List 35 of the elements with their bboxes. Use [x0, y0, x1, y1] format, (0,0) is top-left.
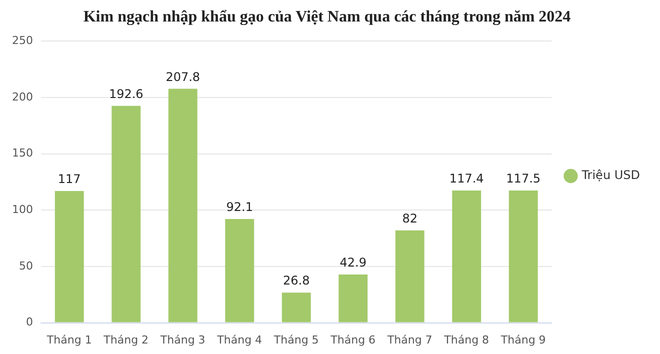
legend-label: Triệu USD: [580, 168, 640, 182]
data-label: 117.5: [506, 172, 541, 186]
x-tick-label: Tháng 8: [443, 333, 490, 346]
data-label: 42.9: [340, 256, 366, 270]
x-tick-label: Tháng 7: [386, 333, 432, 346]
data-label: 26.8: [283, 274, 310, 288]
y-tick-label: 200: [12, 90, 33, 104]
y-tick-label: 250: [12, 34, 33, 48]
bar: [395, 230, 424, 322]
x-tick-label: Tháng 4: [216, 333, 262, 346]
bar: [282, 292, 311, 322]
x-tick-label: Tháng 9: [500, 333, 546, 346]
bar: [112, 106, 141, 322]
data-label: 117: [58, 172, 81, 186]
x-tick-label: Tháng 3: [159, 333, 206, 346]
x-tick-label: Tháng 5: [272, 333, 319, 346]
data-label: 92.1: [226, 200, 253, 214]
x-tick-label: Tháng 1: [46, 333, 92, 346]
data-label: 82: [402, 212, 418, 226]
data-label: 207.8: [166, 70, 200, 84]
data-label: 192.6: [108, 86, 144, 101]
bar: [338, 274, 368, 322]
x-tick-label: Tháng 2: [102, 333, 149, 346]
bar: [508, 190, 538, 322]
bar: [225, 219, 254, 322]
bar: [54, 191, 84, 322]
y-tick-label: 100: [12, 203, 33, 216]
chart-title: Kim ngạch nhập khẩu gạo của Việt Nam qua các tháng trong năm 2024: [83, 8, 571, 26]
bar: [452, 190, 482, 322]
bar: [168, 88, 198, 322]
x-tick-label: Tháng 6: [330, 333, 376, 346]
data-label: 117.4: [449, 172, 484, 186]
y-tick-label: 50: [18, 259, 33, 272]
y-tick-label: 150: [12, 146, 33, 160]
y-tick-label: 0: [26, 316, 33, 329]
